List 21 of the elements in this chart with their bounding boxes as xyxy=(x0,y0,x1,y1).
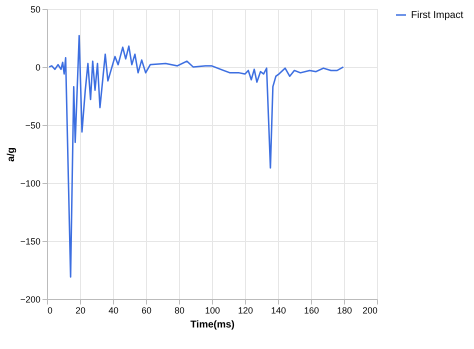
line-series xyxy=(48,34,344,278)
x-tick-label: 60 xyxy=(141,306,152,316)
y-tick-label: −150 xyxy=(20,236,40,246)
legend-label: First Impact xyxy=(411,10,464,21)
y-axis-title: a/g xyxy=(6,147,18,162)
x-tick-label: 100 xyxy=(204,306,220,316)
x-axis-title: Time(ms) xyxy=(190,320,235,330)
x-tick-label: 0 xyxy=(48,306,53,316)
x-tick-label: 120 xyxy=(238,306,254,316)
y-tick-label: 50 xyxy=(30,4,40,14)
x-tick-label: 20 xyxy=(75,306,86,316)
x-tick-label: 40 xyxy=(108,306,119,316)
y-tick-label: −50 xyxy=(25,120,40,130)
x-tick-label: 160 xyxy=(304,306,320,316)
x-tick-label: 140 xyxy=(270,306,286,316)
y-tick-label: 0 xyxy=(35,62,40,72)
y-tick-label: −200 xyxy=(20,294,40,304)
x-tick-label: 180 xyxy=(336,306,352,316)
y-tick-label: −100 xyxy=(20,178,40,188)
x-tick-label: 200 xyxy=(362,306,378,316)
x-tick-label: 80 xyxy=(174,306,185,316)
